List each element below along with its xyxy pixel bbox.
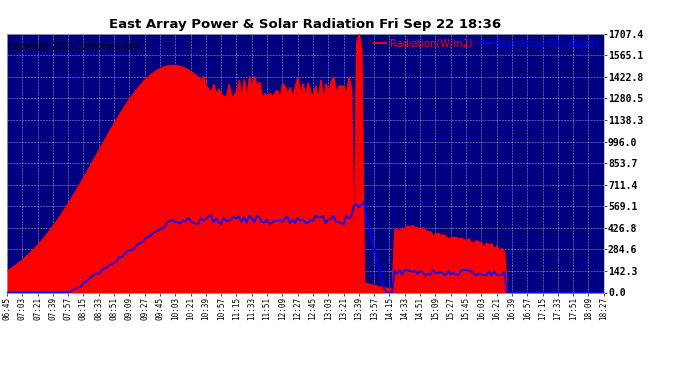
Text: Copyright 2023 Cartronics.com: Copyright 2023 Cartronics.com: [8, 42, 139, 51]
Title: East Array Power & Solar Radiation Fri Sep 22 18:36: East Array Power & Solar Radiation Fri S…: [109, 18, 502, 31]
Legend: Radiation(W/m2), East Array(DC Watts): Radiation(W/m2), East Array(DC Watts): [374, 39, 599, 49]
